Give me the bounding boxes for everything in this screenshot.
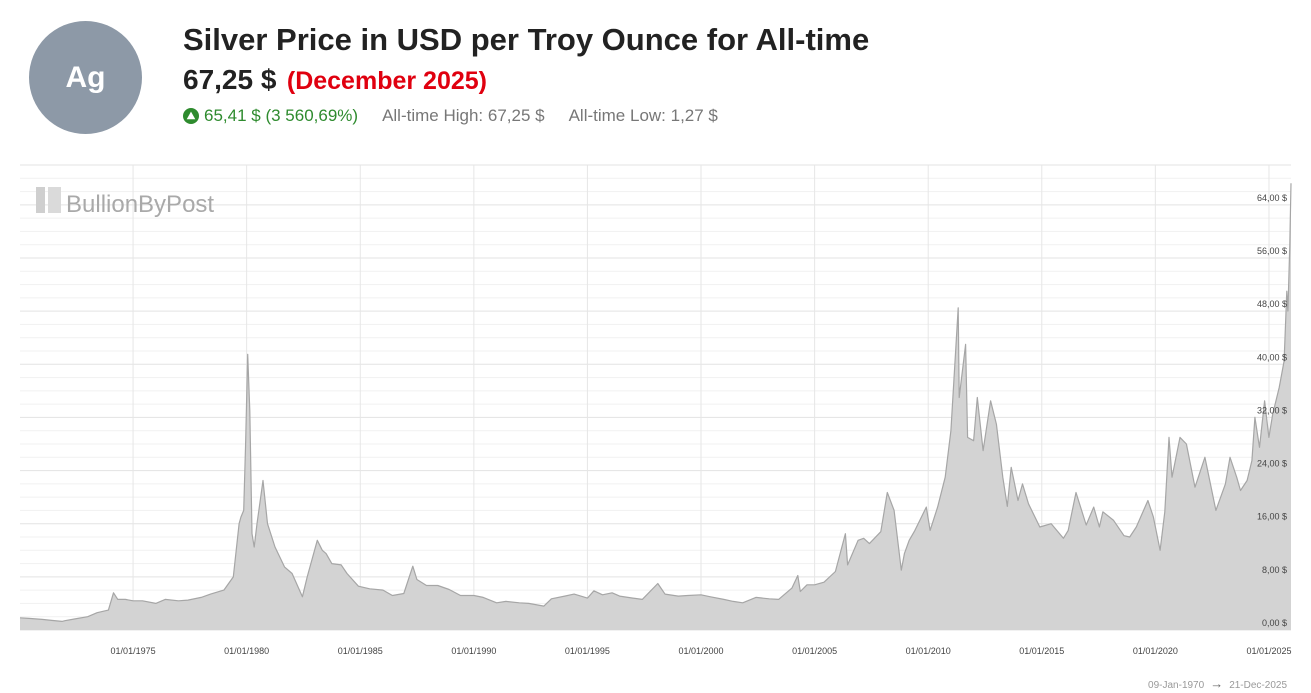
x-tick-label: 01/01/1975 <box>111 646 156 656</box>
watermark-logo-block-1 <box>36 187 45 213</box>
x-tick-label: 01/01/2025 <box>1246 646 1291 656</box>
x-tick-label: 01/01/1980 <box>224 646 269 656</box>
x-tick-label: 01/01/2020 <box>1133 646 1178 656</box>
x-axis-labels: 01/01/1975 01/01/1980 01/01/1985 01/01/1990… <box>111 646 1292 656</box>
metal-badge: Ag <box>29 21 142 134</box>
all-time-low: All-time Low: 1,27 $ <box>568 106 718 125</box>
grid-minor <box>20 177 1291 618</box>
y-tick-label: 24,00 $ <box>1257 459 1287 469</box>
y-tick-label: 16,00 $ <box>1257 512 1287 522</box>
current-price: 67,25 $ <box>183 64 277 95</box>
x-tick-label: 01/01/2015 <box>1019 646 1064 656</box>
price-period: (December 2025) <box>286 67 487 95</box>
range-arrow-icon: → <box>1210 676 1224 691</box>
range-end: 21-Dec-2025 <box>1229 680 1287 691</box>
price-change: 65,41 $ (3 560,69%) <box>183 106 358 126</box>
page-title: Silver Price in USD per Troy Ounce for A… <box>183 22 870 57</box>
price-chart[interactable]: BullionByPost 0,00 $ 8,00 $ 16,00 $ 24,00 $… <box>0 150 1311 670</box>
x-tick-label: 01/01/1990 <box>451 646 496 656</box>
watermark-logo-block-2 <box>48 187 61 213</box>
price-change-value: 65,41 $ (3 560,69%) <box>204 106 359 125</box>
y-tick-label: 56,00 $ <box>1257 246 1287 256</box>
x-tick-label: 01/01/2000 <box>678 646 723 656</box>
all-time-high: All-time High: 67,25 $ <box>382 106 545 125</box>
y-axis-labels: 0,00 $ 8,00 $ 16,00 $ 24,00 $ 32,00 $ 40,00 $… <box>1257 193 1287 628</box>
y-tick-label: 64,00 $ <box>1257 193 1287 203</box>
price-row: 67,25 $ (December 2025) <box>183 64 487 96</box>
x-tick-label: 01/01/1985 <box>338 646 383 656</box>
date-range[interactable]: 09-Jan-1970 → 21-Dec-2025 <box>1148 676 1287 691</box>
y-tick-label: 32,00 $ <box>1257 405 1287 415</box>
triangle-up-circle-icon <box>183 108 199 124</box>
price-line <box>19 183 1292 622</box>
price-area <box>20 183 1291 631</box>
price-stats: 65,41 $ (3 560,69%) All-time High: 67,25… <box>183 106 718 126</box>
range-start: 09-Jan-1970 <box>1148 680 1205 691</box>
y-tick-label: 48,00 $ <box>1257 299 1287 309</box>
y-tick-label: 40,00 $ <box>1257 352 1287 362</box>
x-tick-label: 01/01/1995 <box>565 646 610 656</box>
bullionbypost-watermark: BullionByPost <box>36 187 214 218</box>
metal-symbol: Ag <box>65 60 106 94</box>
chart-series <box>19 183 1292 631</box>
x-tick-label: 01/01/2005 <box>792 646 837 656</box>
watermark-text: BullionByPost <box>66 191 214 218</box>
y-tick-label: 8,00 $ <box>1262 565 1287 575</box>
y-tick-label: 0,00 $ <box>1262 618 1287 628</box>
x-tick-label: 01/01/2010 <box>906 646 951 656</box>
